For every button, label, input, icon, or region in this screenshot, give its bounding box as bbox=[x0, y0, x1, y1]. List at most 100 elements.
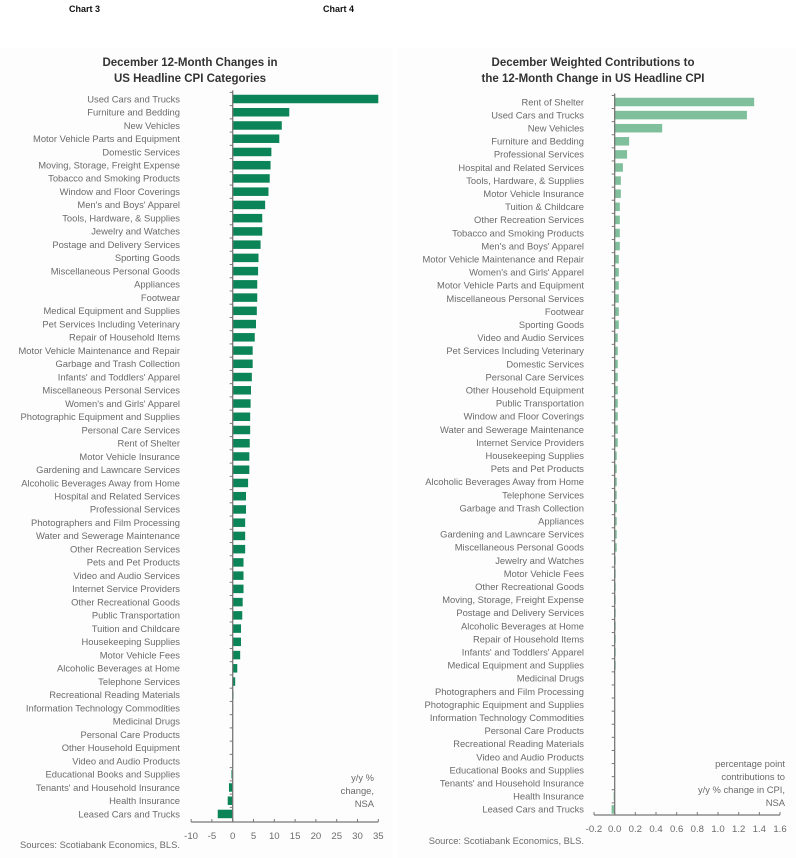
category-label: Appliances bbox=[134, 279, 180, 290]
bar bbox=[232, 611, 243, 620]
x-tick-label: 1.4 bbox=[753, 824, 767, 835]
annotation-text: y/y % bbox=[351, 772, 374, 783]
chart-title: December 12-Month Changes in bbox=[102, 57, 277, 69]
bar bbox=[232, 293, 258, 302]
category-label: Motor Vehicle Fees bbox=[504, 568, 585, 579]
x-tick-label: 35 bbox=[373, 831, 384, 842]
category-label: Recreational Reading Materials bbox=[453, 738, 584, 749]
category-label: Gardening and Lawncare Services bbox=[440, 529, 584, 540]
category-label: Rent of Shelter bbox=[117, 438, 180, 449]
category-label: Footwear bbox=[141, 292, 180, 303]
category-label: Motor Vehicle Fees bbox=[100, 649, 181, 660]
category-label: Tobacco and Smoking Products bbox=[452, 227, 584, 238]
category-label: Motor Vehicle Insurance bbox=[483, 188, 584, 199]
bar bbox=[614, 228, 620, 238]
bar bbox=[614, 189, 621, 198]
category-label: Alcoholic Beverages Away from Home bbox=[21, 477, 180, 488]
bar bbox=[232, 107, 290, 117]
chart-title: the 12-Month Change in US Headline CPI bbox=[482, 73, 705, 85]
bar bbox=[614, 530, 617, 539]
category-label: Pet Services Including Veterinary bbox=[446, 345, 584, 356]
annotation-text: NSA bbox=[766, 797, 786, 808]
x-tick-label: -10 bbox=[184, 831, 198, 842]
bar bbox=[232, 134, 280, 143]
category-label: Alcoholic Beverages Away from Home bbox=[425, 476, 584, 487]
bar bbox=[614, 281, 619, 290]
category-label: Telephone Services bbox=[502, 489, 584, 500]
category-label: Personal Care Services bbox=[486, 371, 585, 382]
bar bbox=[614, 425, 618, 434]
category-label: Alcoholic Beverages at Home bbox=[461, 620, 584, 631]
category-label: Postage and Delivery Services bbox=[52, 239, 180, 250]
category-label: Tools, Hardware, & Supplies bbox=[62, 212, 180, 223]
bar bbox=[232, 650, 241, 660]
category-label: Furniture and Bedding bbox=[491, 136, 584, 147]
x-tick-label: 15 bbox=[290, 831, 301, 842]
annotation-text: contributions to bbox=[721, 771, 785, 782]
category-label: Other Recreational Goods bbox=[475, 581, 584, 592]
bar bbox=[232, 160, 271, 170]
category-label: Infants' and Toddlers' Apparel bbox=[58, 371, 180, 382]
bar bbox=[614, 464, 617, 474]
chart3-panel bbox=[0, 48, 392, 858]
category-label: Photographic Equipment and Supplies bbox=[425, 699, 585, 710]
category-label: Tobacco and Smoking Products bbox=[48, 173, 180, 184]
category-label: Repair of Household Items bbox=[69, 332, 180, 343]
annotation-text: NSA bbox=[355, 798, 375, 809]
bar bbox=[614, 97, 755, 107]
category-label: Health Insurance bbox=[109, 795, 180, 806]
category-label: Furniture and Bedding bbox=[87, 107, 180, 118]
category-label: Jewelry and Watches bbox=[91, 226, 180, 237]
category-label: Other Household Equipment bbox=[466, 385, 585, 396]
x-tick-label: 20 bbox=[311, 831, 322, 842]
category-label: Housekeeping Supplies bbox=[81, 636, 180, 647]
category-label: Repair of Household Items bbox=[473, 633, 584, 644]
bar bbox=[232, 346, 253, 355]
annotation-text: y/y % change in CPI, bbox=[698, 784, 785, 795]
category-label: Water and Sewerage Maintenance bbox=[440, 424, 584, 435]
bar bbox=[614, 241, 620, 251]
category-label: Tools, Hardware, & Supplies bbox=[466, 175, 584, 186]
category-label: Information Technology Commodities bbox=[26, 702, 180, 713]
bar bbox=[227, 796, 233, 805]
bar bbox=[232, 412, 251, 422]
category-label: Tenants' and Household Insurance bbox=[36, 782, 180, 793]
bar bbox=[614, 516, 617, 526]
bar bbox=[614, 490, 617, 500]
category-label: Garbage and Trash Collection bbox=[55, 358, 180, 369]
bar bbox=[614, 543, 617, 552]
category-label: New Vehicles bbox=[528, 123, 585, 134]
category-label: Leased Cars and Trucks bbox=[482, 804, 584, 815]
x-tick-label: 0.2 bbox=[629, 824, 642, 835]
bar bbox=[232, 240, 261, 249]
bar bbox=[614, 254, 619, 264]
category-label: Miscellaneous Personal Goods bbox=[455, 542, 585, 553]
bar bbox=[228, 783, 233, 792]
bar bbox=[232, 319, 256, 329]
x-tick-label: 0 bbox=[230, 831, 235, 842]
x-tick-label: 0.6 bbox=[670, 824, 683, 835]
category-label: Domestic Services bbox=[506, 358, 584, 369]
bar bbox=[232, 174, 270, 183]
category-label: Motor Vehicle Maintenance and Repair bbox=[18, 345, 180, 356]
bar bbox=[232, 597, 243, 607]
category-label: Hospital and Related Services bbox=[54, 491, 180, 502]
category-label: Tuition & Childcare bbox=[505, 201, 584, 212]
category-label: Water and Sewerage Maintenance bbox=[36, 530, 180, 541]
x-tick-label: -0.2 bbox=[586, 824, 603, 835]
category-label: Other Recreational Goods bbox=[71, 596, 180, 607]
chart4-number: Chart 4 bbox=[323, 4, 355, 14]
bar bbox=[614, 477, 617, 487]
bar bbox=[232, 333, 255, 342]
category-label: Footwear bbox=[545, 306, 584, 317]
bar bbox=[232, 664, 238, 673]
x-tick-label: 0.0 bbox=[608, 824, 621, 835]
category-label: Health Insurance bbox=[513, 791, 584, 802]
bar bbox=[232, 491, 247, 501]
category-label: Video and Audio Services bbox=[477, 332, 584, 343]
bar bbox=[614, 320, 619, 329]
annotation-text: change, bbox=[341, 785, 374, 796]
bar bbox=[614, 176, 621, 185]
bar bbox=[614, 346, 618, 356]
category-label: Photographers and Film Processing bbox=[31, 517, 180, 528]
